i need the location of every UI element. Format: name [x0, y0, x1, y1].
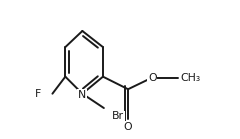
- Text: F: F: [35, 89, 41, 99]
- Text: O: O: [148, 73, 156, 83]
- Text: Br: Br: [112, 111, 124, 121]
- Text: CH₃: CH₃: [180, 73, 200, 83]
- Text: N: N: [78, 90, 86, 100]
- Text: O: O: [124, 122, 132, 132]
